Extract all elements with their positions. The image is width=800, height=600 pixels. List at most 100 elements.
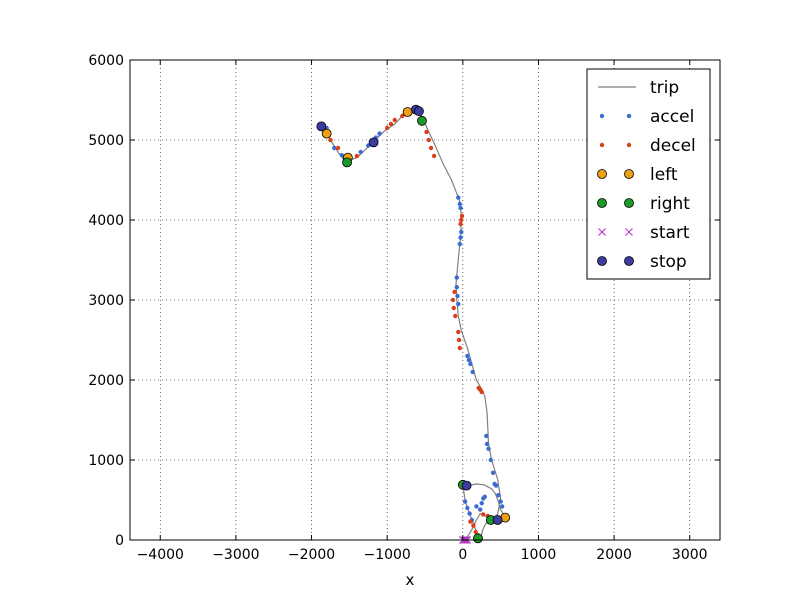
x-tick-label: −2000: [288, 547, 335, 563]
decel-point: [354, 153, 360, 159]
accel-point: [498, 499, 503, 504]
legend-swatch: [624, 256, 634, 266]
accel-point: [465, 353, 470, 359]
stop-point: [316, 121, 327, 132]
stop-point: [461, 480, 472, 491]
accel-point: [466, 357, 472, 363]
legend-label: trip: [650, 78, 679, 98]
accel-point: [457, 241, 462, 247]
accel-point: [468, 361, 473, 367]
accel-point: [458, 205, 463, 211]
y-tick-label: 1000: [88, 453, 124, 469]
legend-item-decel: decel: [599, 136, 696, 156]
decel-point: [392, 117, 397, 123]
decel-point: [456, 329, 461, 335]
accel-point: [456, 195, 461, 200]
y-tick-label: 4000: [88, 213, 124, 229]
legend-swatch: [624, 198, 634, 208]
decel-point: [451, 305, 456, 311]
stop-point: [368, 137, 379, 148]
x-tick-label: 0: [458, 547, 467, 563]
legend-label: accel: [650, 107, 694, 127]
x-tick-label: −4000: [137, 547, 184, 563]
accel-point: [339, 153, 344, 158]
x-tick-label: 2000: [596, 547, 632, 563]
x-tick-label: 1000: [521, 547, 557, 563]
decel-point: [335, 145, 341, 151]
right-point: [473, 533, 483, 544]
legend-swatch: [624, 169, 634, 179]
right-point: [342, 157, 352, 168]
accel-point: [492, 481, 497, 487]
decel-point: [481, 512, 486, 517]
legend-item-left: left: [597, 165, 678, 185]
decel-point: [468, 519, 473, 524]
legend-label: decel: [650, 136, 696, 156]
axis-ticks: −4000 −3000 −2000 −1000 0 1000 2000 3000 0 1000 20…: [88, 53, 720, 563]
stop-point: [492, 515, 503, 525]
decel-point: [452, 289, 457, 295]
accel-point: [454, 285, 459, 290]
legend-label: start: [650, 223, 690, 243]
accel-point: [358, 149, 363, 155]
accel-point: [458, 235, 463, 240]
point-series: [316, 104, 511, 544]
accel-point: [484, 433, 489, 439]
legend-swatch: [598, 228, 606, 236]
stop-point: [414, 106, 424, 117]
legend-item-trip: trip: [598, 78, 679, 98]
legend: trip accel decel left right start stop: [586, 68, 711, 280]
legend-item-start: start: [598, 223, 690, 243]
decel-point: [384, 125, 390, 131]
x-tick-label: 3000: [672, 547, 708, 563]
accel-point: [377, 131, 382, 136]
accel-point: [455, 293, 460, 299]
legend-label: stop: [650, 252, 687, 272]
accel-point: [457, 201, 462, 207]
decel-point: [450, 297, 456, 303]
accel-point: [332, 145, 337, 151]
y-tick-label: 6000: [88, 53, 124, 69]
x-tick-label: −1000: [363, 547, 410, 563]
legend-item-stop: stop: [597, 252, 687, 272]
legend-swatch: [597, 169, 607, 179]
accel-point: [486, 446, 491, 451]
decel-point: [471, 523, 476, 528]
accel-point: [454, 275, 459, 280]
legend-swatch: [597, 256, 607, 266]
accel-point: [459, 229, 464, 235]
decel-point: [459, 217, 464, 223]
right-point: [417, 115, 427, 126]
left-point: [321, 128, 332, 139]
accel-point: [462, 499, 468, 504]
y-tick-label: 0: [115, 533, 124, 549]
left-point: [402, 107, 413, 117]
decel-point: [424, 129, 429, 135]
accel-point: [467, 511, 472, 516]
decel-point: [428, 145, 434, 151]
decel-point: [458, 221, 463, 227]
x-tick-label: −3000: [212, 547, 259, 563]
legend-label: right: [650, 194, 690, 214]
accel-point: [484, 441, 490, 447]
decel-point: [459, 213, 465, 219]
decel-point: [473, 529, 478, 535]
accel-point: [456, 301, 461, 307]
decel-point: [388, 121, 394, 127]
legend-swatch: [597, 198, 607, 208]
decel-point: [476, 385, 481, 391]
y-tick-label: 5000: [88, 133, 124, 149]
y-tick-label: 3000: [88, 293, 124, 309]
legend-swatch: [599, 113, 605, 119]
x-axis-label: x: [406, 571, 415, 589]
decel-point: [431, 153, 437, 159]
accel-point: [496, 493, 501, 498]
y-tick-label: 2000: [88, 373, 124, 389]
decel-point: [456, 337, 462, 343]
legend-swatch: [625, 228, 633, 236]
legend-item-accel: accel: [599, 107, 694, 127]
accel-point: [482, 494, 487, 499]
decel-point: [400, 113, 405, 119]
legend-swatch: [626, 113, 632, 119]
